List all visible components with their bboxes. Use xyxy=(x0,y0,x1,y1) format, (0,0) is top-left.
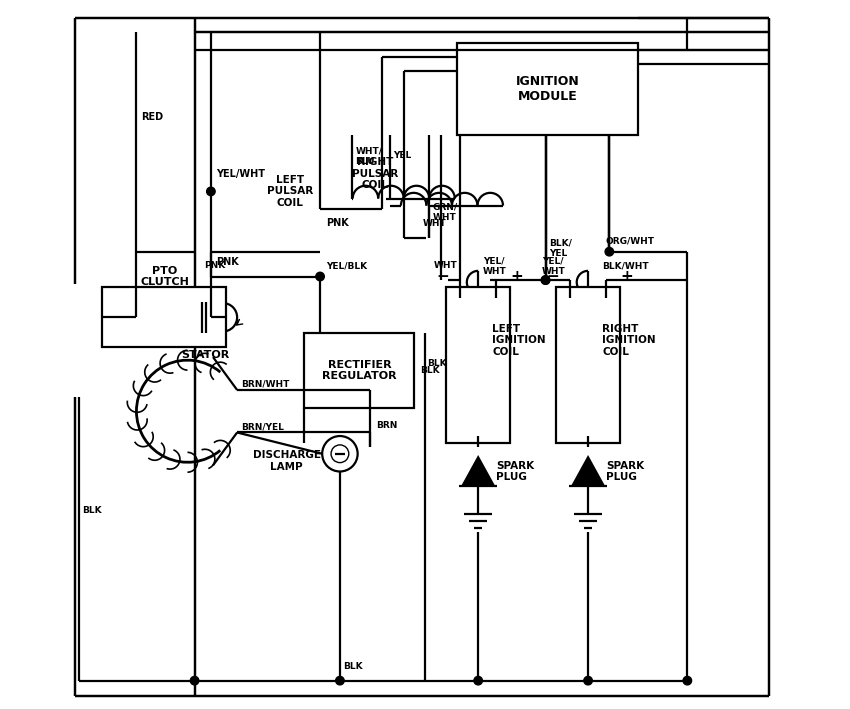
Text: LEFT
PULSAR
COIL: LEFT PULSAR COIL xyxy=(267,175,314,208)
Text: WHT: WHT xyxy=(422,219,446,228)
Text: RIGHT
PULSAR
COIL: RIGHT PULSAR COIL xyxy=(352,157,399,190)
Text: SPARK
PLUG: SPARK PLUG xyxy=(496,461,534,482)
Circle shape xyxy=(190,676,199,685)
Text: BLK: BLK xyxy=(82,506,102,515)
Text: PTO
CLUTCH: PTO CLUTCH xyxy=(140,266,189,287)
Text: PNK: PNK xyxy=(217,257,240,267)
Text: BLK: BLK xyxy=(420,366,439,375)
Text: −: − xyxy=(547,269,559,284)
Text: WHT: WHT xyxy=(434,262,457,270)
Text: BLK: BLK xyxy=(343,662,363,671)
Circle shape xyxy=(541,276,550,284)
Text: +: + xyxy=(620,269,633,284)
Text: YEL/WHT: YEL/WHT xyxy=(217,169,265,179)
Text: GRN/
WHT: GRN/ WHT xyxy=(433,203,458,223)
Circle shape xyxy=(207,187,215,196)
Circle shape xyxy=(584,676,592,685)
Text: BRN/YEL: BRN/YEL xyxy=(241,423,284,431)
Text: BRN: BRN xyxy=(376,421,398,430)
Bar xyxy=(304,333,414,408)
Text: RED: RED xyxy=(141,112,163,122)
Polygon shape xyxy=(572,457,604,486)
Text: STATOR: STATOR xyxy=(181,350,230,359)
Bar xyxy=(446,287,510,443)
Circle shape xyxy=(474,676,483,685)
Text: BRN/WHT: BRN/WHT xyxy=(241,380,289,389)
Text: YEL/
WHT: YEL/ WHT xyxy=(542,256,566,276)
Circle shape xyxy=(541,276,550,284)
Polygon shape xyxy=(462,457,494,486)
Circle shape xyxy=(336,676,344,685)
Bar xyxy=(102,287,226,347)
Bar xyxy=(457,43,638,135)
Text: PNK: PNK xyxy=(204,262,225,270)
Text: BLK: BLK xyxy=(428,359,447,367)
Text: YEL/
WHT: YEL/ WHT xyxy=(483,256,507,276)
Text: RECTIFIER
REGULATOR: RECTIFIER REGULATOR xyxy=(322,359,397,381)
Text: SPARK
PLUG: SPARK PLUG xyxy=(606,461,644,482)
Text: WHT/
BLU: WHT/ BLU xyxy=(355,146,383,166)
Text: IGNITION
MODULE: IGNITION MODULE xyxy=(515,74,579,103)
Text: ORG/WHT: ORG/WHT xyxy=(606,237,654,245)
Text: YEL: YEL xyxy=(393,152,411,160)
Circle shape xyxy=(683,676,692,685)
Circle shape xyxy=(316,272,325,281)
Circle shape xyxy=(605,247,614,256)
Text: BLK/WHT: BLK/WHT xyxy=(603,262,649,270)
Text: YEL/BLK: YEL/BLK xyxy=(326,262,367,270)
Text: PNK: PNK xyxy=(326,218,348,228)
Text: RIGHT
IGNITION
COIL: RIGHT IGNITION COIL xyxy=(603,324,656,357)
Text: DISCHARGE
LAMP: DISCHARGE LAMP xyxy=(252,450,320,471)
Text: BLK/
YEL: BLK/ YEL xyxy=(549,238,572,258)
Bar xyxy=(556,287,620,443)
Text: LEFT
IGNITION
COIL: LEFT IGNITION COIL xyxy=(492,324,546,357)
Text: −: − xyxy=(436,269,449,284)
Text: +: + xyxy=(511,269,524,284)
